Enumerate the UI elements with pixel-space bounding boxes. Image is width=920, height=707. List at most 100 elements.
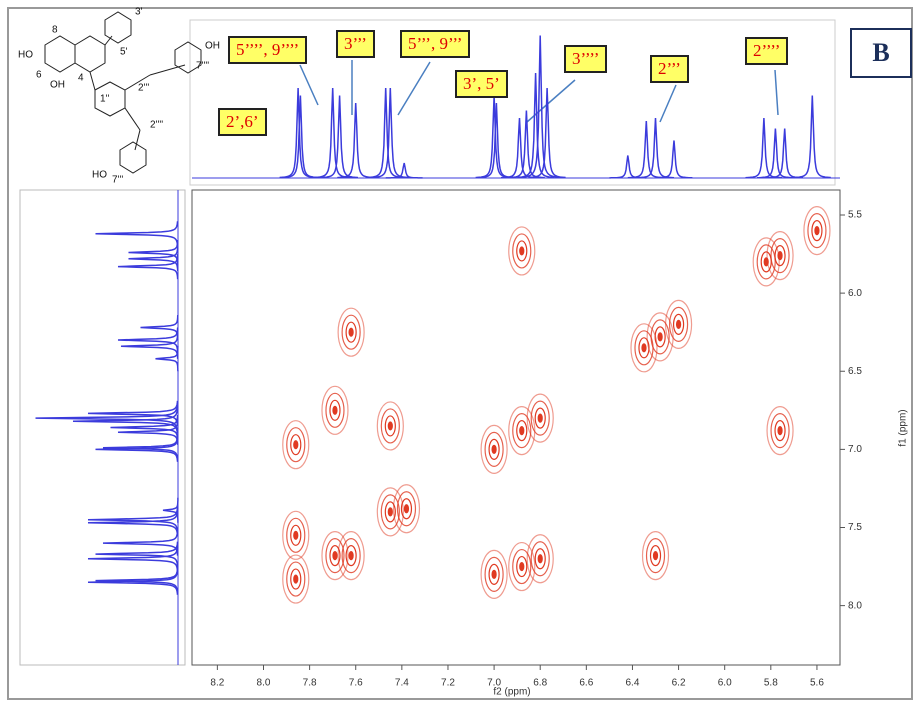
x-tick-label: 7.8 bbox=[303, 678, 317, 689]
x-tick-label: 5.8 bbox=[764, 678, 778, 689]
cross-peak bbox=[286, 561, 306, 597]
cross-peak bbox=[630, 323, 658, 373]
x-tick-label: 6.2 bbox=[672, 678, 686, 689]
cross-peak bbox=[341, 538, 361, 574]
f1-peak bbox=[117, 327, 179, 353]
f2-peak bbox=[279, 87, 317, 179]
x-tick-label: 7.0 bbox=[487, 678, 501, 689]
cross-peak bbox=[321, 385, 349, 435]
cross-peak bbox=[516, 555, 528, 578]
cross-peak bbox=[348, 327, 354, 337]
cross-peak bbox=[516, 240, 528, 262]
x-tick-label: 7.6 bbox=[349, 678, 363, 689]
f2-peak bbox=[507, 110, 545, 179]
cross-peak bbox=[325, 392, 345, 428]
cross-peak bbox=[534, 407, 546, 429]
y-tick-label: 5.5 bbox=[848, 210, 862, 221]
f2-peak bbox=[637, 117, 675, 179]
cross-peak bbox=[811, 220, 823, 242]
cross-peak bbox=[654, 326, 666, 348]
f1-peak bbox=[87, 510, 179, 536]
cross-peak bbox=[384, 415, 396, 437]
annotation: 5’’’’, 9’’’’ bbox=[228, 36, 308, 64]
cross-peak bbox=[756, 244, 776, 280]
x-tick-label: 6.0 bbox=[718, 678, 732, 689]
cross-peak bbox=[329, 399, 341, 421]
cross-peak bbox=[282, 420, 310, 470]
cross-peak bbox=[641, 343, 647, 353]
f2-peak bbox=[757, 128, 794, 179]
cross-peak bbox=[491, 569, 497, 579]
cross-peak bbox=[348, 551, 354, 561]
cross-peak bbox=[329, 545, 341, 567]
cross-peak bbox=[332, 405, 338, 415]
structure-label: 5' bbox=[120, 47, 128, 58]
structure-label: 7'''' bbox=[196, 61, 209, 72]
cross-peak bbox=[508, 541, 536, 592]
f2-peak bbox=[793, 95, 831, 179]
cross-peak bbox=[484, 556, 504, 592]
cross-peak bbox=[491, 444, 497, 454]
cross-peak bbox=[526, 534, 554, 584]
cross-peak bbox=[488, 563, 500, 585]
cross-peak bbox=[484, 431, 504, 467]
cross-peak bbox=[290, 434, 302, 456]
cross-peak bbox=[766, 231, 794, 281]
structure-label: 1'' bbox=[100, 94, 109, 105]
f1-peak bbox=[140, 315, 179, 340]
f2-peak bbox=[281, 95, 319, 179]
cross-peak bbox=[321, 531, 349, 581]
cross-peak bbox=[286, 517, 306, 553]
cross-peak bbox=[530, 541, 550, 577]
cross-peak bbox=[293, 530, 299, 540]
cross-peak bbox=[345, 545, 357, 567]
cross-peak bbox=[293, 574, 299, 584]
f2-peak bbox=[475, 95, 513, 179]
f1-peak bbox=[87, 546, 179, 572]
y-tick-label: 8.0 bbox=[848, 600, 862, 611]
cross-peak bbox=[488, 438, 500, 460]
x-tick-label: 6.4 bbox=[626, 678, 640, 689]
cross-peak bbox=[480, 549, 508, 599]
structure-label: OH bbox=[50, 80, 65, 91]
x-axis-label: f2 (ppm) bbox=[493, 687, 530, 698]
cross-peak bbox=[325, 538, 345, 574]
cross-peak bbox=[664, 299, 693, 349]
f1-peak bbox=[87, 400, 179, 427]
structure-label: OH bbox=[205, 41, 220, 52]
cross-peak bbox=[332, 551, 338, 561]
f2-peak bbox=[477, 102, 515, 179]
y-tick-label: 7.0 bbox=[848, 444, 862, 455]
f2-peak bbox=[371, 87, 409, 179]
cross-peak bbox=[675, 319, 682, 329]
f1-peak bbox=[110, 415, 179, 440]
f2-peak bbox=[321, 95, 358, 179]
cross-peak bbox=[803, 206, 831, 256]
cross-peak bbox=[512, 413, 532, 449]
structure-label: 3' bbox=[135, 7, 143, 18]
f2-peak bbox=[655, 140, 693, 179]
annotation: 3’, 5’ bbox=[455, 70, 508, 98]
x-tick-label: 8.2 bbox=[210, 678, 224, 689]
cross-peak bbox=[282, 510, 310, 560]
x-tick-label: 6.8 bbox=[533, 678, 547, 689]
f1-peak bbox=[95, 221, 179, 247]
cross-peak bbox=[774, 420, 786, 442]
cross-peak bbox=[766, 406, 794, 456]
cross-peak bbox=[752, 237, 780, 287]
structure-label: 4 bbox=[78, 73, 84, 84]
cross-peak bbox=[403, 504, 410, 514]
plot-frame bbox=[191, 189, 841, 666]
cross-peak bbox=[672, 313, 685, 335]
structure-label: HO bbox=[92, 170, 107, 181]
x-tick-label: 8.0 bbox=[257, 678, 271, 689]
structure-label: 6 bbox=[36, 70, 42, 81]
y-tick-label: 6.0 bbox=[848, 288, 862, 299]
x-tick-label: 5.6 bbox=[810, 678, 824, 689]
cross-peak bbox=[519, 426, 525, 436]
f1-projection-frame bbox=[19, 189, 186, 666]
annotation: 2’,6’ bbox=[218, 108, 267, 136]
cross-peak bbox=[526, 393, 554, 443]
